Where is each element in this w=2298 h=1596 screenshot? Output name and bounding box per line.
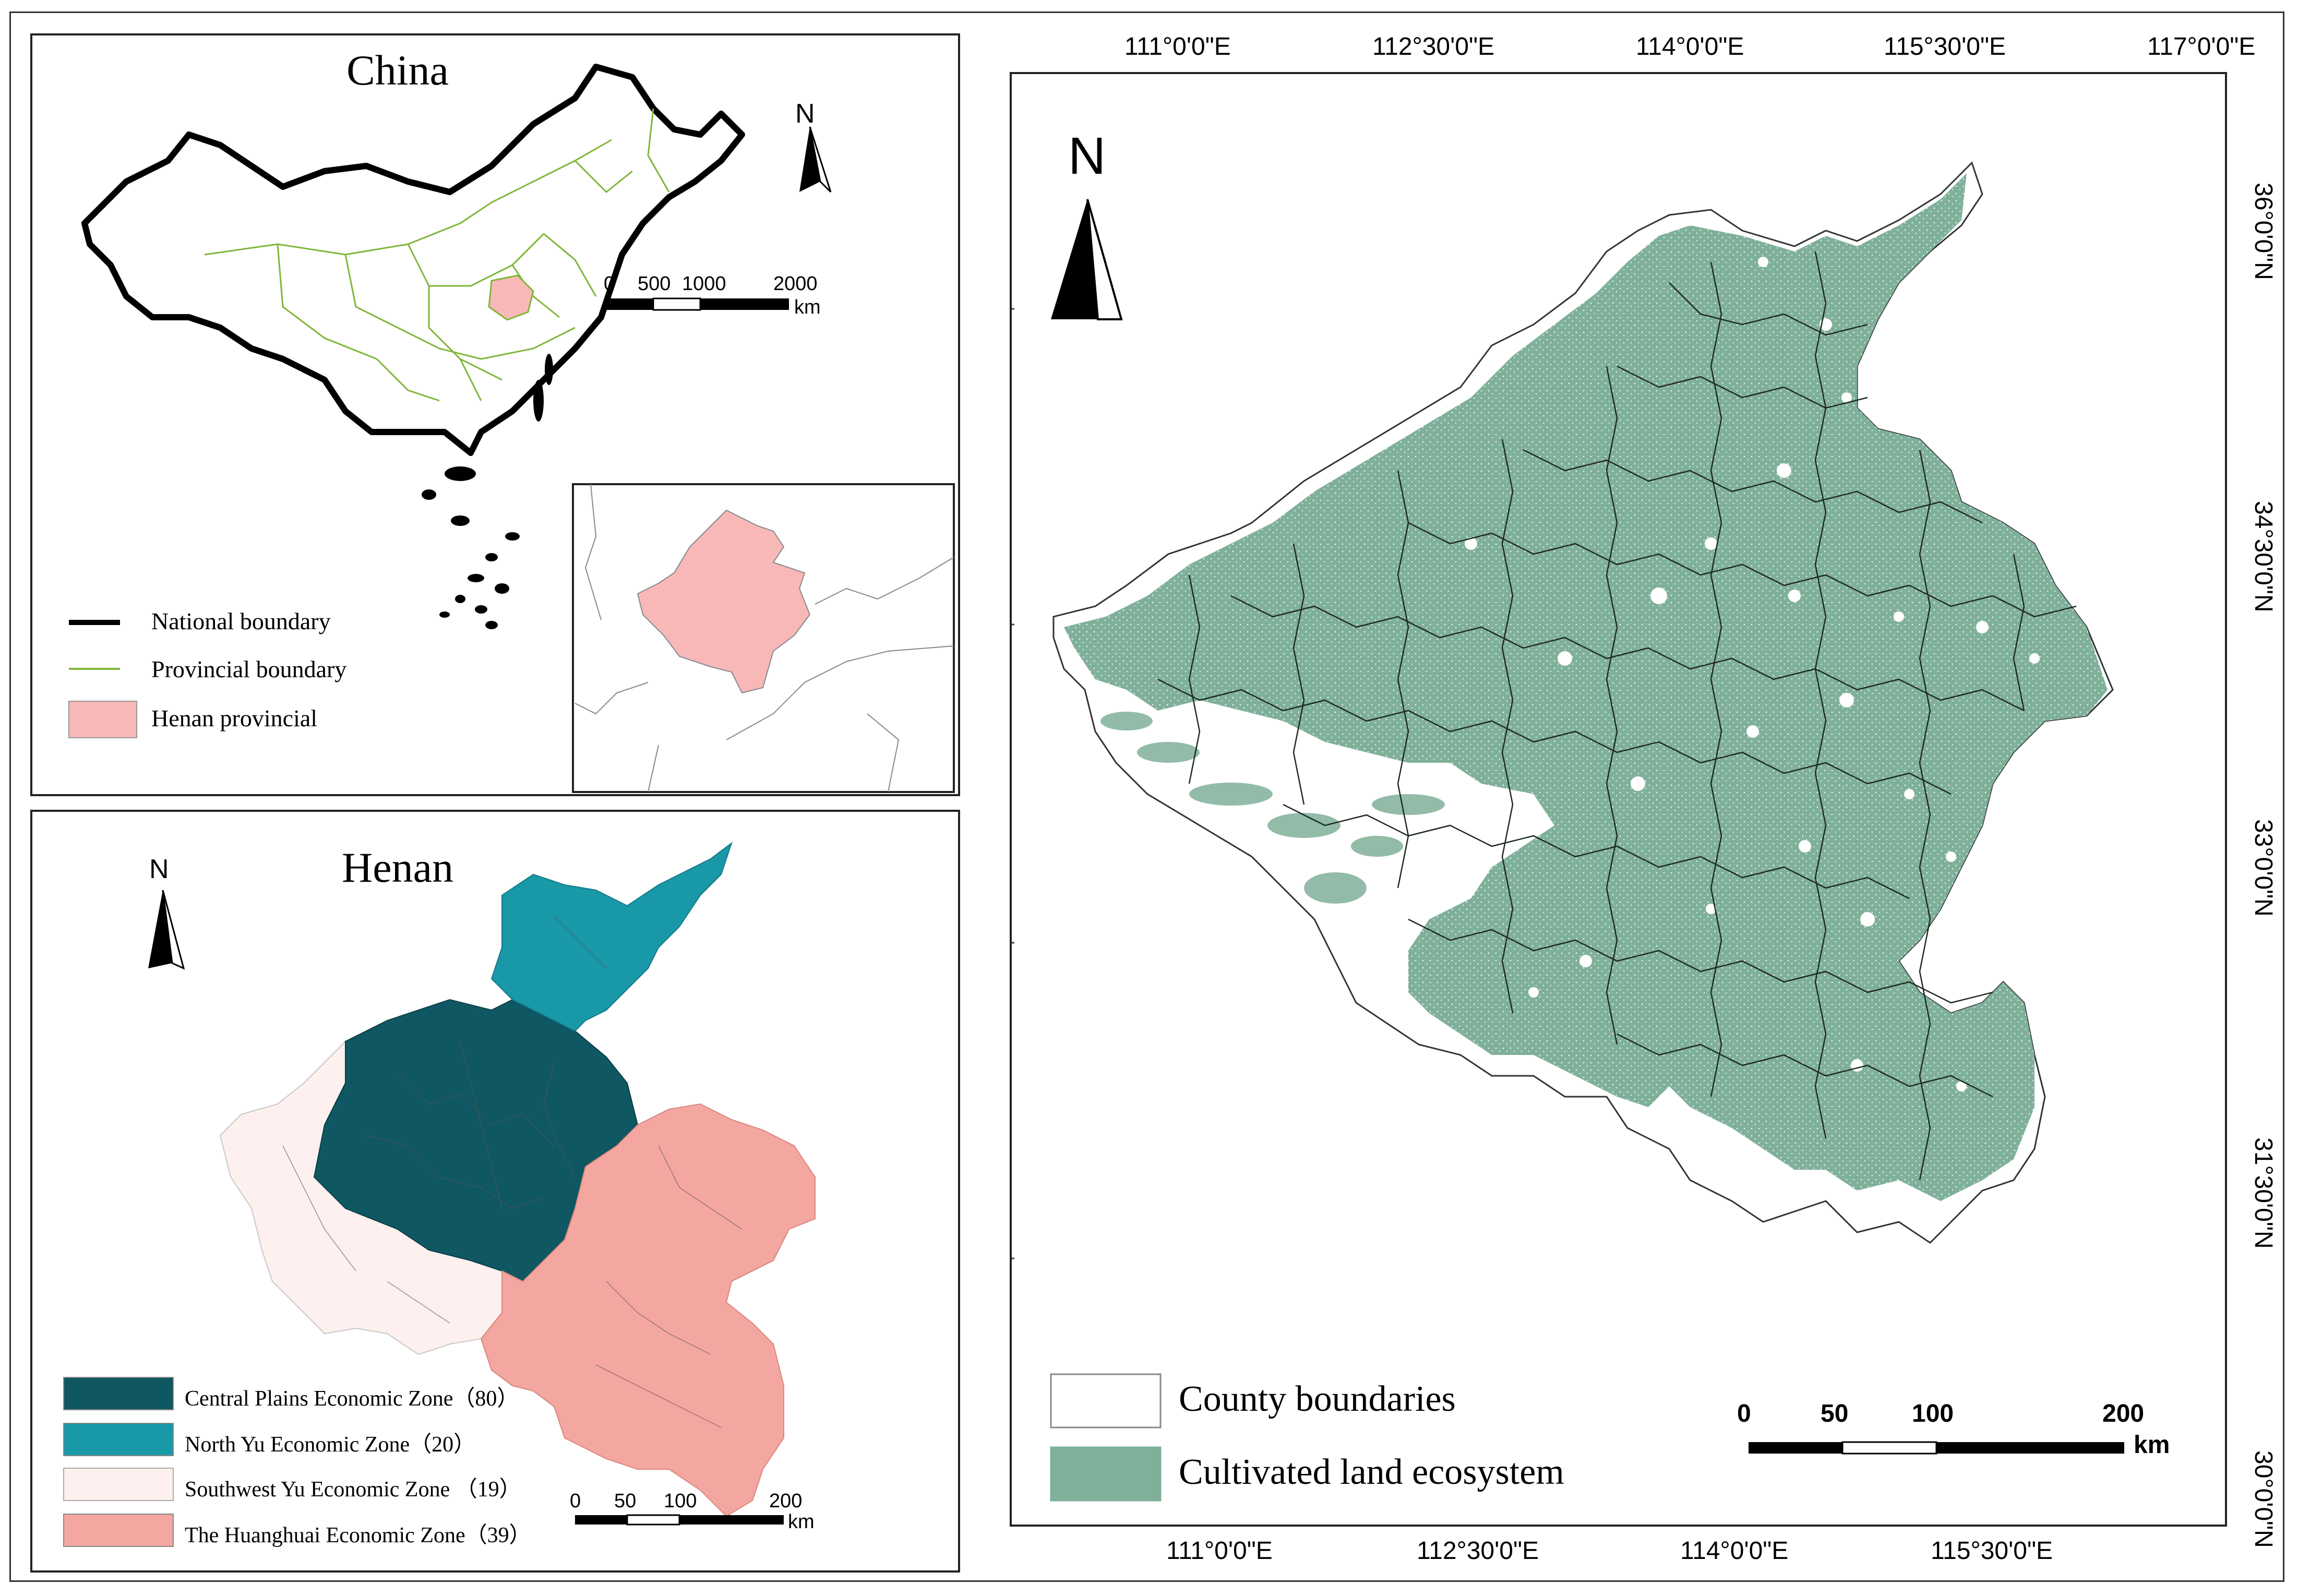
henan-county-lines <box>282 916 743 1428</box>
henan-legend-central-plains: Central Plains Economic Zone（80） <box>185 1387 519 1411</box>
henan-map-title: Henan <box>341 844 453 891</box>
cultivated-land-west-patches <box>1100 712 1445 904</box>
china-scale-tick-1: 500 <box>638 273 671 295</box>
lat-right-3: 33°0'0"N <box>2249 819 2277 917</box>
henan-scale-tick-2: 100 <box>664 1490 697 1512</box>
graticule-ticks <box>1012 308 1014 1259</box>
main-legend-swatches <box>1050 1373 1162 1502</box>
henan-legend-north-yu: North Yu Economic Zone（20） <box>185 1433 476 1457</box>
lat-right-5: 30°0'0"N <box>2249 1450 2277 1548</box>
main-scale-unit: km <box>2134 1431 2170 1459</box>
china-scale-bar <box>606 297 789 311</box>
cultivated-land-area <box>1064 173 2108 1201</box>
henan-scale-tick-3: 200 <box>769 1490 803 1512</box>
henan-scale-tick-0: 0 <box>570 1490 581 1512</box>
figure-frame <box>9 11 2284 1582</box>
china-scale-tick-0: 0 <box>604 273 615 295</box>
lon-top-1: 111°0'0"E <box>1124 33 1231 61</box>
china-map-svg <box>68 64 955 793</box>
lon-bottom-4: 115°30'0"E <box>1931 1537 2053 1565</box>
henan-scale-tick-1: 50 <box>614 1490 637 1512</box>
lat-right-4: 31°30'0"N <box>2249 1137 2277 1249</box>
main-scale-tick-0: 0 <box>1737 1400 1751 1427</box>
main-legend-county: County boundaries <box>1179 1379 1456 1419</box>
lat-right-2: 34°30'0"N <box>2249 501 2277 613</box>
lon-top-3: 114°0'0"E <box>1636 33 1744 61</box>
china-scale-tick-2: 1000 <box>682 273 726 295</box>
china-north-label: N <box>795 99 815 129</box>
county-boundary-lines <box>1157 251 2077 1181</box>
china-provincial-boundaries <box>204 108 670 402</box>
lon-top-5: 117°0'0"E <box>2147 33 2256 61</box>
henan-legend-huanghuai: The Huanghuai Economic Zone（39） <box>185 1523 531 1547</box>
cultivated-land-map-panel: N County boundaries Cultivated land ecos… <box>1010 72 2227 1527</box>
henan-zones-panel: Henan <box>30 810 960 1573</box>
china-henan-highlight <box>488 274 534 321</box>
lon-bottom-1: 111°0'0"E <box>1166 1537 1273 1565</box>
lon-bottom-3: 114°0'0"E <box>1680 1537 1789 1565</box>
zone-huanghuai <box>480 1103 816 1517</box>
china-scale-tick-3: 2000 <box>773 273 818 295</box>
lon-bottom-2: 112°30'0"E <box>1417 1537 1539 1565</box>
henan-scale-bar <box>575 1514 784 1526</box>
main-legend-cultivated: Cultivated land ecosystem <box>1179 1452 1564 1492</box>
inset-henan-shape <box>637 509 811 694</box>
main-scale-tick-2: 100 <box>1912 1400 1954 1427</box>
main-scale-tick-1: 50 <box>1821 1400 1849 1427</box>
henan-north-arrow <box>148 890 185 970</box>
henan-legend-swatches <box>63 1377 174 1547</box>
china-inset-map <box>572 483 955 793</box>
main-scale-tick-3: 200 <box>2102 1400 2145 1427</box>
zone-north-yu <box>490 842 733 1032</box>
henan-legend-southwest-yu: Southwest Yu Economic Zone （19） <box>185 1478 521 1502</box>
henan-scale-unit: km <box>788 1511 815 1533</box>
china-map-panel: China <box>30 33 960 796</box>
china-legend-henan: Henan provincial <box>151 705 318 731</box>
henan-north-label: N <box>149 854 169 884</box>
main-north-arrow <box>1051 199 1123 320</box>
china-islands <box>422 354 553 629</box>
lon-top-2: 112°30'0"E <box>1372 33 1495 61</box>
main-scale-bar <box>1749 1441 2124 1455</box>
lat-right-1: 36°0'0"N <box>2249 183 2277 280</box>
main-north-label: N <box>1068 127 1106 185</box>
cultivated-land-svg <box>1012 161 2124 1502</box>
china-north-arrow <box>799 126 832 193</box>
urban-gaps <box>1465 257 2040 1091</box>
lon-top-4: 115°30'0"E <box>1884 33 2006 61</box>
china-legend-symbols <box>68 620 137 738</box>
china-legend-provincial: Provincial boundary <box>151 656 347 682</box>
china-legend-national: National boundary <box>151 608 331 634</box>
china-national-boundary <box>81 64 745 456</box>
china-scale-unit: km <box>794 296 821 318</box>
china-map-title: China <box>346 46 449 94</box>
henan-zones-svg <box>63 842 816 1547</box>
